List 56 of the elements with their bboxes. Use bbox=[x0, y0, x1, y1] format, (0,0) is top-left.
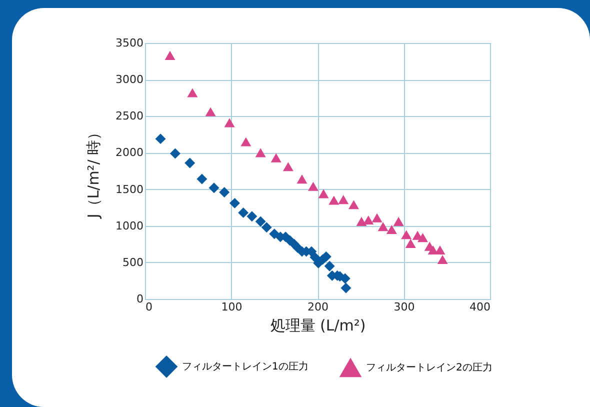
point bbox=[386, 224, 397, 234]
y-tick-label: 2000 bbox=[116, 146, 144, 160]
y-tick-label: 2500 bbox=[116, 110, 144, 123]
point bbox=[296, 174, 308, 184]
x-tick-label: 300 bbox=[394, 300, 415, 314]
point bbox=[328, 196, 340, 205]
point bbox=[282, 162, 294, 172]
point bbox=[164, 50, 176, 60]
point bbox=[340, 273, 350, 284]
point bbox=[155, 134, 166, 144]
point bbox=[270, 153, 282, 162]
point bbox=[318, 189, 329, 198]
point bbox=[219, 186, 230, 198]
x-tick-label: 400 bbox=[470, 300, 490, 314]
point bbox=[417, 233, 428, 242]
x-tick-label: 100 bbox=[221, 300, 242, 314]
point bbox=[437, 254, 448, 264]
point bbox=[324, 260, 335, 272]
point bbox=[356, 216, 367, 226]
point bbox=[184, 158, 196, 168]
point bbox=[340, 282, 352, 294]
point bbox=[229, 198, 240, 208]
point bbox=[261, 222, 272, 233]
point bbox=[255, 216, 266, 227]
x-tick-label: 200 bbox=[308, 300, 328, 314]
y-tick-label: 1500 bbox=[116, 182, 144, 196]
point bbox=[196, 174, 208, 184]
x-tick-label: 0 bbox=[146, 300, 152, 314]
point bbox=[363, 215, 374, 225]
y-axis-title: J（L/m²/ 時） bbox=[84, 124, 103, 220]
x-axis-title: 処理量 (L/m²) bbox=[270, 316, 366, 334]
point bbox=[224, 118, 235, 128]
point bbox=[238, 207, 249, 218]
point bbox=[187, 88, 198, 98]
point bbox=[372, 213, 382, 222]
y-tick-label: 0 bbox=[136, 292, 144, 306]
point bbox=[393, 216, 404, 226]
y-tick-label: 3500 bbox=[116, 36, 144, 50]
y-tick-label: 500 bbox=[122, 256, 144, 269]
point bbox=[338, 194, 349, 204]
y-tick-label: 1000 bbox=[116, 219, 144, 232]
point bbox=[208, 182, 220, 194]
point bbox=[405, 238, 416, 248]
point bbox=[310, 252, 320, 263]
point bbox=[308, 182, 318, 191]
point bbox=[170, 148, 180, 159]
y-tick-label: 3000 bbox=[116, 73, 144, 86]
point bbox=[240, 137, 252, 146]
point bbox=[348, 200, 359, 210]
point bbox=[255, 148, 266, 158]
legend-label: フィルタートレイン2の圧力 bbox=[366, 361, 492, 374]
point bbox=[401, 230, 412, 240]
point bbox=[378, 222, 388, 232]
point bbox=[205, 107, 216, 116]
legend-label: フィルタートレイン1の圧力 bbox=[182, 360, 308, 373]
point bbox=[246, 211, 258, 222]
